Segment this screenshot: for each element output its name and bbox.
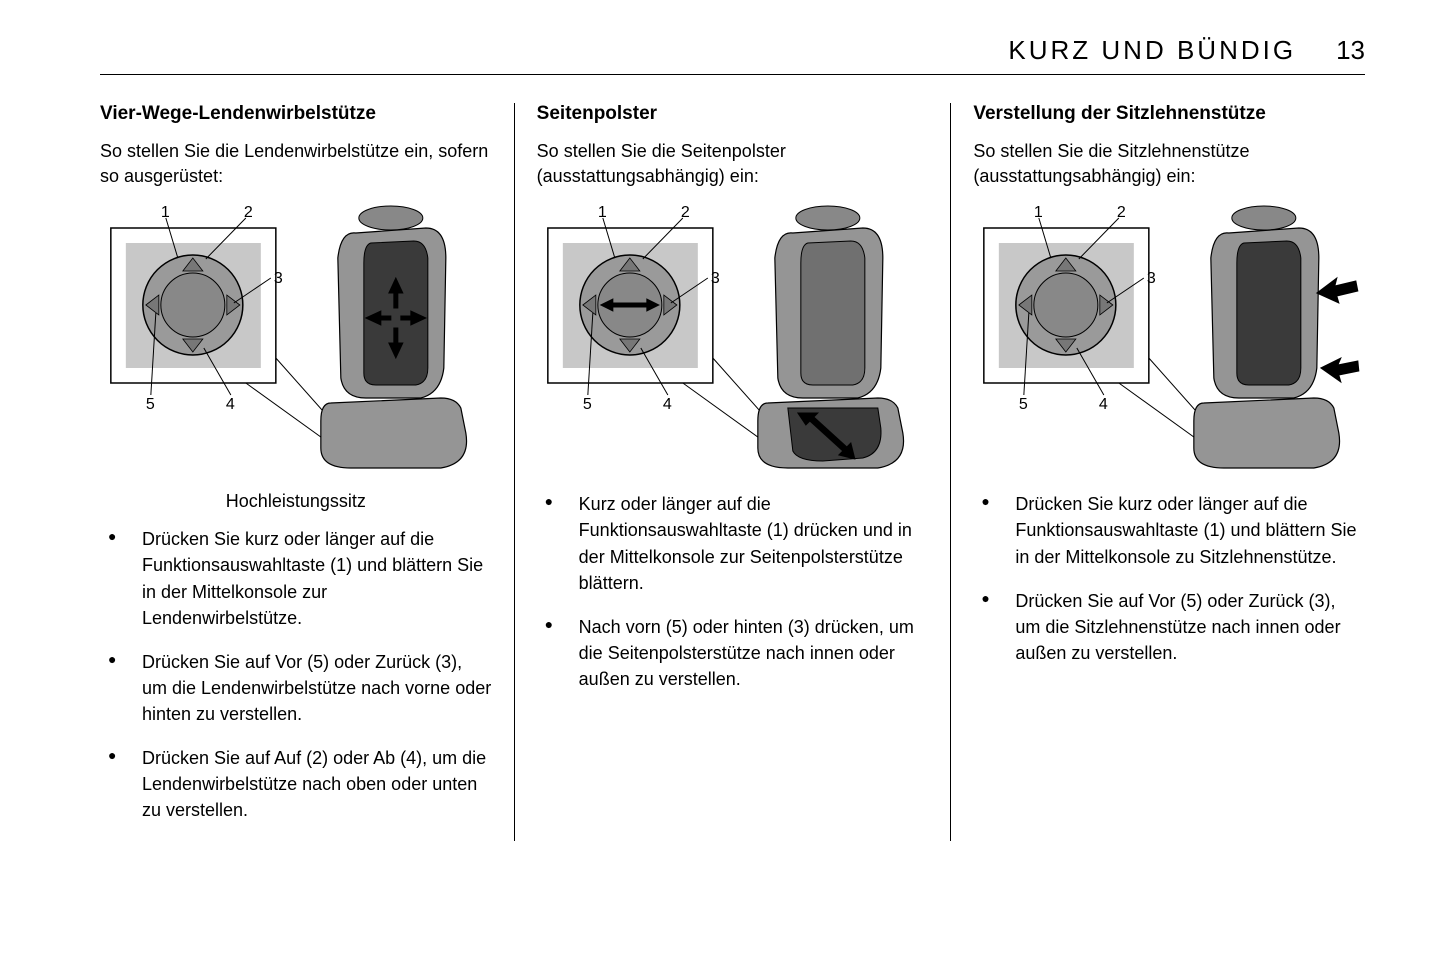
seat-icon [321, 206, 467, 468]
seat-icon [758, 206, 904, 468]
heading-bolster: Seitenpolster [537, 103, 929, 125]
svg-text:5: 5 [146, 396, 155, 413]
svg-text:3: 3 [274, 270, 283, 287]
caption-lumbar: Hochleistungssitz [100, 491, 492, 512]
svg-text:3: 3 [711, 270, 720, 287]
bullets-bolster: Kurz oder länger auf die Funktionsauswah… [537, 491, 929, 692]
diagram-lumbar: 1 2 3 4 5 [100, 203, 492, 483]
intro-backrest: So stellen Sie die Sitzlehnenstütze (aus… [973, 139, 1365, 189]
page-number: 13 [1336, 35, 1365, 66]
list-item: Drücken Sie kurz oder länger auf die Fun… [100, 526, 492, 630]
diagram-backrest: 1 2 3 4 5 [973, 203, 1365, 483]
svg-text:2: 2 [244, 204, 253, 221]
list-item: Drücken Sie auf Vor (5) oder Zurück (3),… [973, 588, 1365, 666]
list-item: Drücken Sie auf Auf (2) oder Ab (4), um … [100, 745, 492, 823]
list-item: Kurz oder länger auf die Funktionsauswah… [537, 491, 929, 595]
svg-text:1: 1 [1034, 204, 1043, 221]
svg-text:5: 5 [583, 396, 592, 413]
svg-text:4: 4 [663, 396, 672, 413]
svg-text:3: 3 [1147, 270, 1156, 287]
intro-bolster: So stellen Sie die Seitenpolster (aussta… [537, 139, 929, 189]
content-columns: Vier-Wege-Lendenwirbelstütze So stellen … [100, 103, 1365, 841]
list-item: Nach vorn (5) oder hinten (3) drücken, u… [537, 614, 929, 692]
intro-lumbar: So stellen Sie die Lendenwirbelstütze ei… [100, 139, 492, 189]
svg-text:1: 1 [161, 204, 170, 221]
list-item: Drücken Sie kurz oder länger auf die Fun… [973, 491, 1365, 569]
svg-text:5: 5 [1019, 396, 1028, 413]
svg-text:1: 1 [598, 204, 607, 221]
column-3: Verstellung der Sitzlehnenstütze So stel… [951, 103, 1365, 841]
bullets-lumbar: Drücken Sie kurz oder länger auf die Fun… [100, 526, 492, 823]
seat-icon [1194, 206, 1340, 468]
svg-text:2: 2 [681, 204, 690, 221]
heading-lumbar: Vier-Wege-Lendenwirbelstütze [100, 103, 492, 125]
svg-text:4: 4 [226, 396, 235, 413]
column-1: Vier-Wege-Lendenwirbelstütze So stellen … [100, 103, 515, 841]
page-header: KURZ UND BÜNDIG 13 [100, 35, 1365, 75]
header-title: KURZ UND BÜNDIG [1008, 35, 1296, 66]
heading-backrest: Verstellung der Sitzlehnenstütze [973, 103, 1365, 125]
list-item: Drücken Sie auf Vor (5) oder Zurück (3),… [100, 649, 492, 727]
diagram-bolster: 1 2 3 4 5 [537, 203, 929, 483]
bullets-backrest: Drücken Sie kurz oder länger auf die Fun… [973, 491, 1365, 666]
svg-text:4: 4 [1099, 396, 1108, 413]
svg-text:2: 2 [1117, 204, 1126, 221]
column-2: Seitenpolster So stellen Sie die Seitenp… [515, 103, 952, 841]
